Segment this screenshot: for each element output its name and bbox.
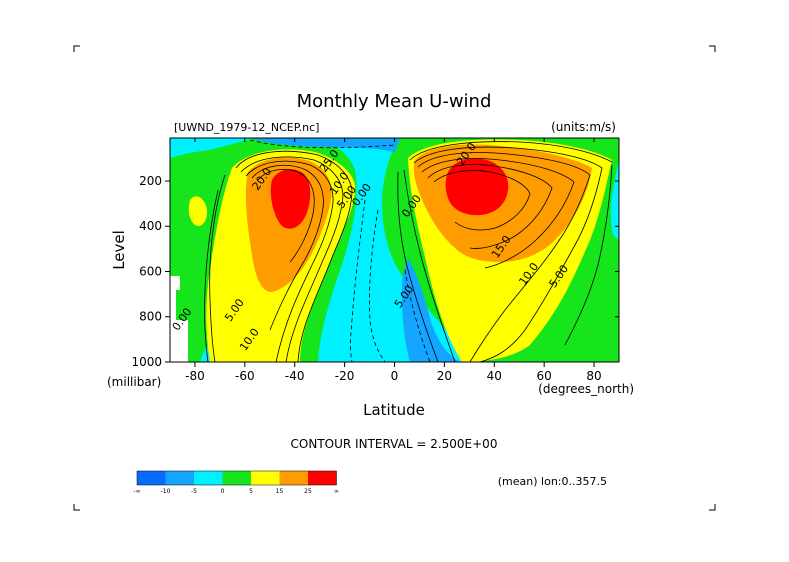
southern-jet-core (270, 169, 311, 229)
colorbar-label: -∞ (133, 488, 140, 495)
x-axis-label: Latitude (363, 401, 425, 419)
contour-plot-area (170, 138, 619, 362)
x-tick-label: -80 (185, 369, 205, 383)
x-tick-label: -20 (335, 369, 355, 383)
x-tick-label: 40 (487, 369, 502, 383)
x-tick-label: 20 (437, 369, 452, 383)
page-corner-marks (73, 45, 716, 511)
contour-interval-label: CONTOUR INTERVAL = 2.500E+00 (291, 437, 498, 451)
colorbar-label: 0 (221, 488, 225, 495)
x-axis-units: (degrees_north) (538, 382, 634, 396)
colorbar-frame (136, 470, 337, 486)
units-label: (units:m/s) (551, 120, 616, 134)
y-tick-label: 800 (139, 310, 162, 324)
colorbar-swatch (279, 471, 308, 485)
x-tick-label: -40 (285, 369, 305, 383)
colorbar-swatch (165, 471, 194, 485)
tropical-easterly-core (401, 258, 460, 362)
colorbar-end-label: ∞ (334, 488, 339, 495)
polar-easterly-region (170, 138, 255, 158)
x-tick-label: 0 (391, 369, 399, 383)
southern-polar-yellow-patch (188, 196, 208, 227)
y-tick-label: 200 (139, 174, 162, 188)
colorbar-swatch (137, 471, 166, 485)
stratosphere-easterly-band (250, 138, 400, 152)
dataset-label: [UWND_1979-12_NCEP.nc] (174, 121, 319, 134)
y-tick-label: 1000 (131, 355, 162, 369)
right-edge-easterly (610, 160, 619, 240)
colorbar-swatch (222, 471, 251, 485)
y-axis-units: (millibar) (107, 375, 161, 389)
tropical-easterly-region (318, 138, 475, 362)
x-tick-label: 80 (586, 369, 601, 383)
colorbar-label: -10 (161, 488, 171, 495)
missing-data-region (170, 276, 188, 362)
chart-title: Monthly Mean U-wind (297, 91, 492, 112)
x-tick-label: 60 (537, 369, 552, 383)
mean-longitude-label: (mean) lon:0..357.5 (498, 475, 607, 488)
colorbar-swatch (251, 471, 280, 485)
colorbar-label: -5 (191, 488, 197, 495)
colorbar-label: 5 (249, 488, 253, 495)
colorbar-swatch (194, 471, 223, 485)
colorbar-label: 25 (304, 488, 312, 495)
y-tick-label: 400 (139, 219, 162, 233)
colorbar-swatch (308, 471, 337, 485)
colorbar-legend: -∞ -10 -5 0 5 15 25 ∞ (133, 470, 339, 495)
y-axis-label: Level (110, 230, 128, 270)
x-tick-label: -60 (235, 369, 255, 383)
y-tick-label: 600 (139, 264, 162, 278)
x-axis: -80 -60 -40 -20 0 20 40 60 80 (185, 138, 602, 383)
colorbar-label: 15 (276, 488, 284, 495)
y-axis: 200 400 600 800 1000 (131, 174, 619, 369)
contour-lines (204, 141, 613, 362)
dashed-contours (249, 139, 431, 362)
